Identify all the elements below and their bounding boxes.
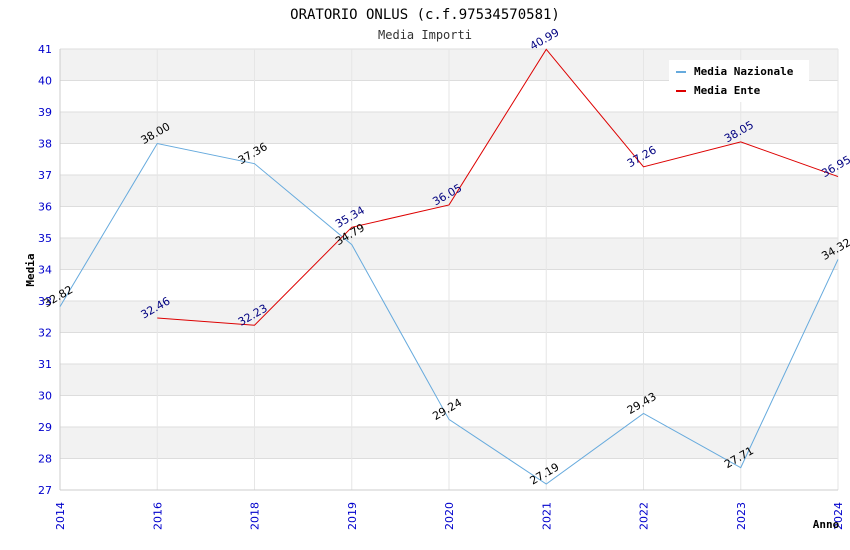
y-tick-label: 31 xyxy=(38,358,52,371)
legend-label-media-nazionale: Media Nazionale xyxy=(694,65,794,78)
data-label-media-ente: 37.26 xyxy=(625,143,659,170)
y-tick-label: 33 xyxy=(38,295,52,308)
data-label-media-nazionale: 29.24 xyxy=(430,396,464,423)
x-tick-label: 2022 xyxy=(638,502,651,530)
y-tick-label: 37 xyxy=(38,169,52,182)
y-tick-labels: 27 28 29 30 31 32 33 34 35 36 37 38 39 40 41 xyxy=(38,43,52,497)
x-tick-label: 2021 xyxy=(540,502,553,530)
chart-subtitle: Media Importi xyxy=(378,28,472,42)
x-axis-label: Anno xyxy=(813,518,840,531)
series-line-media-ente xyxy=(157,48,839,326)
legend-box xyxy=(669,60,809,102)
x-tick-label: 2016 xyxy=(151,502,164,530)
legend: Media Nazionale Media Ente xyxy=(669,60,809,102)
x-tick-label: 2023 xyxy=(735,502,748,530)
series-lines xyxy=(59,48,839,485)
y-tick-label: 35 xyxy=(38,232,52,245)
legend-label-media-ente: Media Ente xyxy=(694,84,761,97)
x-tick-label: 2020 xyxy=(443,502,456,530)
x-tick-label: 2018 xyxy=(249,502,262,530)
y-tick-label: 36 xyxy=(38,201,52,214)
y-axis-label: Media xyxy=(24,253,37,286)
y-tick-label: 39 xyxy=(38,106,52,119)
y-tick-label: 28 xyxy=(38,453,52,466)
y-tick-label: 40 xyxy=(38,75,52,88)
x-tick-labels: 2014 2016 2018 2019 2020 2021 2022 2023 2024 xyxy=(54,502,845,530)
y-tick-label: 30 xyxy=(38,390,52,403)
chart-title: ORATORIO ONLUS (c.f.97534570581) xyxy=(290,7,560,23)
x-tick-label: 2024 xyxy=(832,502,845,530)
y-tick-label: 32 xyxy=(38,327,52,340)
y-tick-label: 27 xyxy=(38,484,52,497)
y-tick-label: 34 xyxy=(38,264,52,277)
x-tick-label: 2014 xyxy=(54,502,67,530)
y-tick-label: 38 xyxy=(38,138,52,151)
axes xyxy=(59,49,838,491)
y-tick-label: 41 xyxy=(38,43,52,56)
x-tick-label: 2019 xyxy=(346,502,359,530)
y-tick-label: 29 xyxy=(38,421,52,434)
series-line-media-nazionale xyxy=(59,142,839,485)
